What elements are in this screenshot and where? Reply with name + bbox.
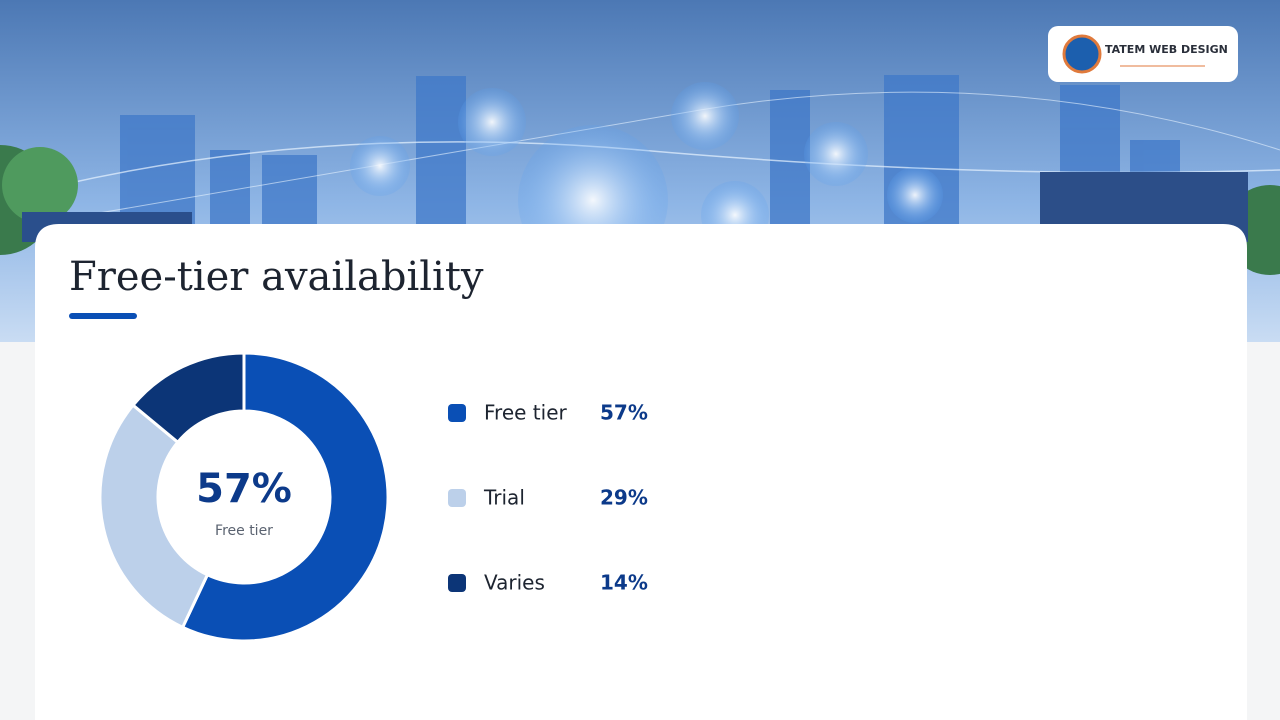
- center-caption: Free tier: [215, 523, 273, 539]
- legend: Free tier 57% Trial 29% Varies 14%: [448, 401, 648, 595]
- donut-segment: [130, 351, 246, 445]
- legend-swatch: [448, 404, 466, 422]
- logo-text: TATEM WEB DESIGN: [1105, 43, 1228, 56]
- logo: TATEM WEB DESIGN: [1048, 26, 1238, 82]
- legend-swatch: [448, 489, 466, 507]
- legend-value: 57%: [600, 401, 648, 425]
- legend-value: 29%: [600, 486, 648, 510]
- legend-label: Varies: [484, 571, 545, 595]
- title-underline: [69, 313, 137, 319]
- donut: [98, 351, 390, 643]
- legend-value: 14%: [600, 571, 648, 595]
- legend-label: Trial: [483, 486, 525, 510]
- legend-label: Free tier: [484, 401, 568, 425]
- donut-segment: [98, 403, 210, 630]
- legend-swatch: [448, 574, 466, 592]
- center-value: 57%: [196, 466, 292, 512]
- chart-title: Free-tier availability: [69, 254, 484, 300]
- donut-segment: [180, 351, 390, 643]
